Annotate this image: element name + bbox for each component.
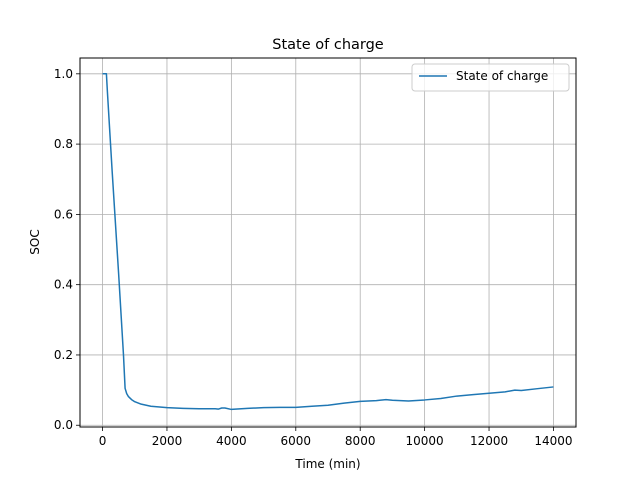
series-layer xyxy=(102,73,554,411)
legend-label: State of charge xyxy=(456,69,548,83)
legend-box xyxy=(411,63,570,92)
x-tick-label: 0 xyxy=(99,434,107,448)
grid-lines xyxy=(80,58,576,427)
x-tick-label: 8000 xyxy=(345,434,376,448)
y-tick-label: 0.4 xyxy=(54,278,73,292)
chart-title: State of charge xyxy=(272,37,384,53)
x-tick-label: 14000 xyxy=(534,434,572,448)
x-tick-label: 2000 xyxy=(152,434,183,448)
y-tick-label: 1.0 xyxy=(54,67,73,81)
y-tick-label: 0.8 xyxy=(54,137,73,151)
x-tick-label: 12000 xyxy=(470,434,508,448)
y-axis-ticks: 0.0 0.2 0.4 0.6 0.8 1.0 xyxy=(54,67,80,432)
series-line-state-of-charge xyxy=(102,73,554,411)
legend: State of charge xyxy=(411,63,570,92)
y-tick-label: 0.2 xyxy=(54,348,73,362)
y-axis-label: SOC xyxy=(28,229,42,254)
x-axis-ticks: 0 2000 4000 6000 8000 10000 12000 14000 xyxy=(99,427,573,448)
x-tick-label: 4000 xyxy=(216,434,247,448)
x-axis-label: Time (min) xyxy=(294,457,360,471)
plot-frame xyxy=(79,57,577,428)
y-tick-label: 0.6 xyxy=(54,207,73,221)
x-tick-label: 10000 xyxy=(406,434,444,448)
y-tick-label: 0.0 xyxy=(54,418,73,432)
x-tick-label: 6000 xyxy=(281,434,312,448)
